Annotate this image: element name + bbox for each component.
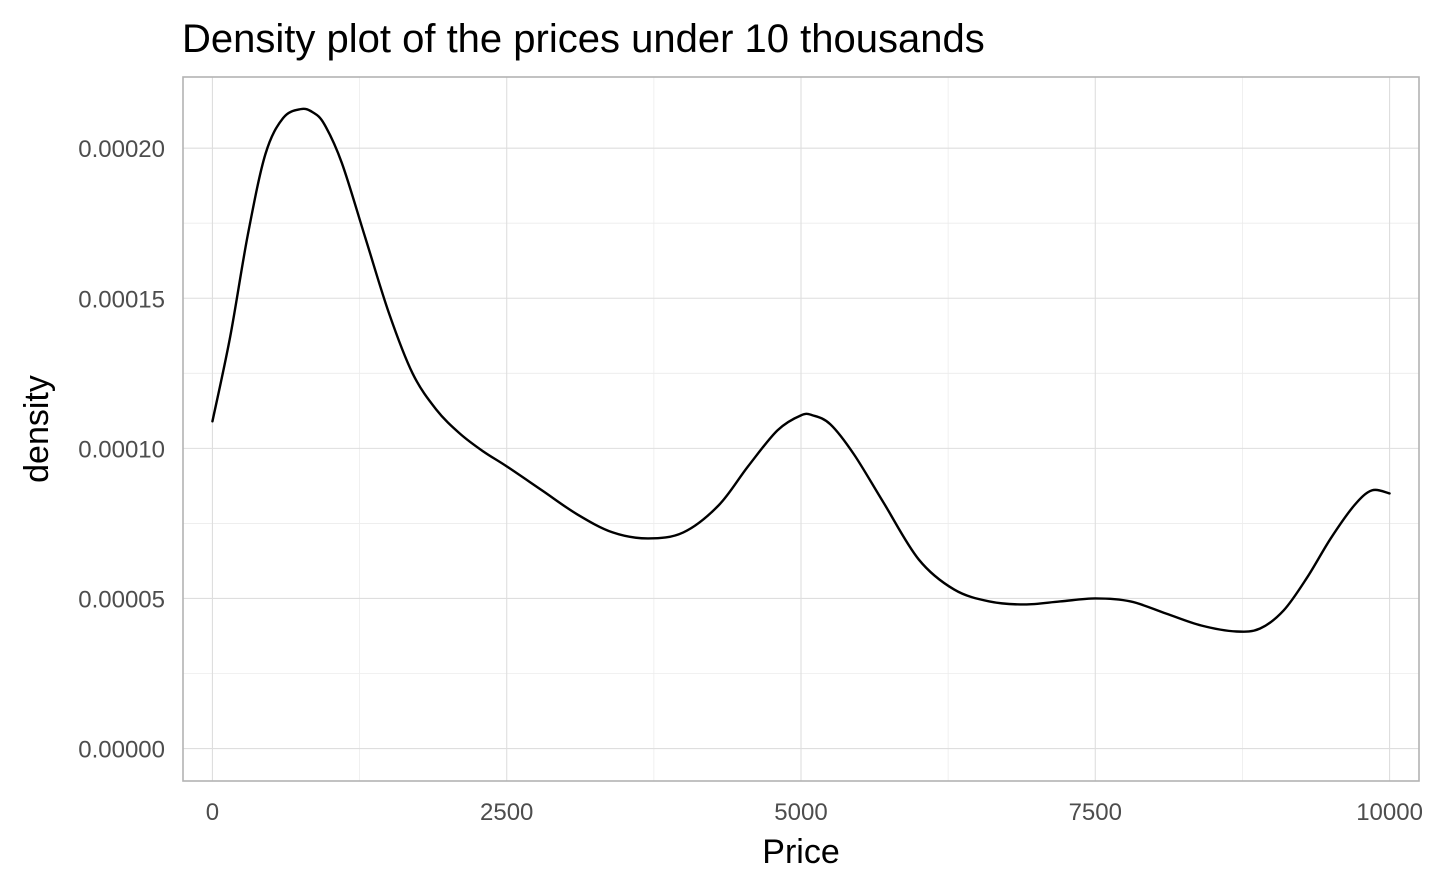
y-tick-label: 0.00020 <box>78 136 165 163</box>
x-tick-label: 0 <box>206 799 219 826</box>
y-tick-label: 0.00010 <box>78 436 165 463</box>
x-tick-label: 5000 <box>774 799 827 826</box>
x-axis-ticks: 0 2500 5000 7500 10000 <box>206 799 1423 826</box>
y-tick-label: 0.00015 <box>78 286 165 313</box>
y-axis-title: density <box>18 375 56 483</box>
x-axis-title: Price <box>762 833 839 871</box>
chart-title: Density plot of the prices under 10 thou… <box>182 17 985 61</box>
y-axis-ticks: 0.00000 0.00005 0.00010 0.00015 0.00020 <box>78 136 165 763</box>
x-tick-label: 7500 <box>1069 799 1122 826</box>
plot-series <box>211 107 1391 633</box>
x-tick-label: 2500 <box>480 799 533 826</box>
grid <box>183 77 1419 781</box>
y-tick-label: 0.00005 <box>78 586 165 613</box>
density-curve <box>211 107 1391 633</box>
panel-border <box>182 76 1420 782</box>
y-tick-label: 0.00000 <box>78 737 165 764</box>
x-tick-label: 10000 <box>1356 799 1423 826</box>
